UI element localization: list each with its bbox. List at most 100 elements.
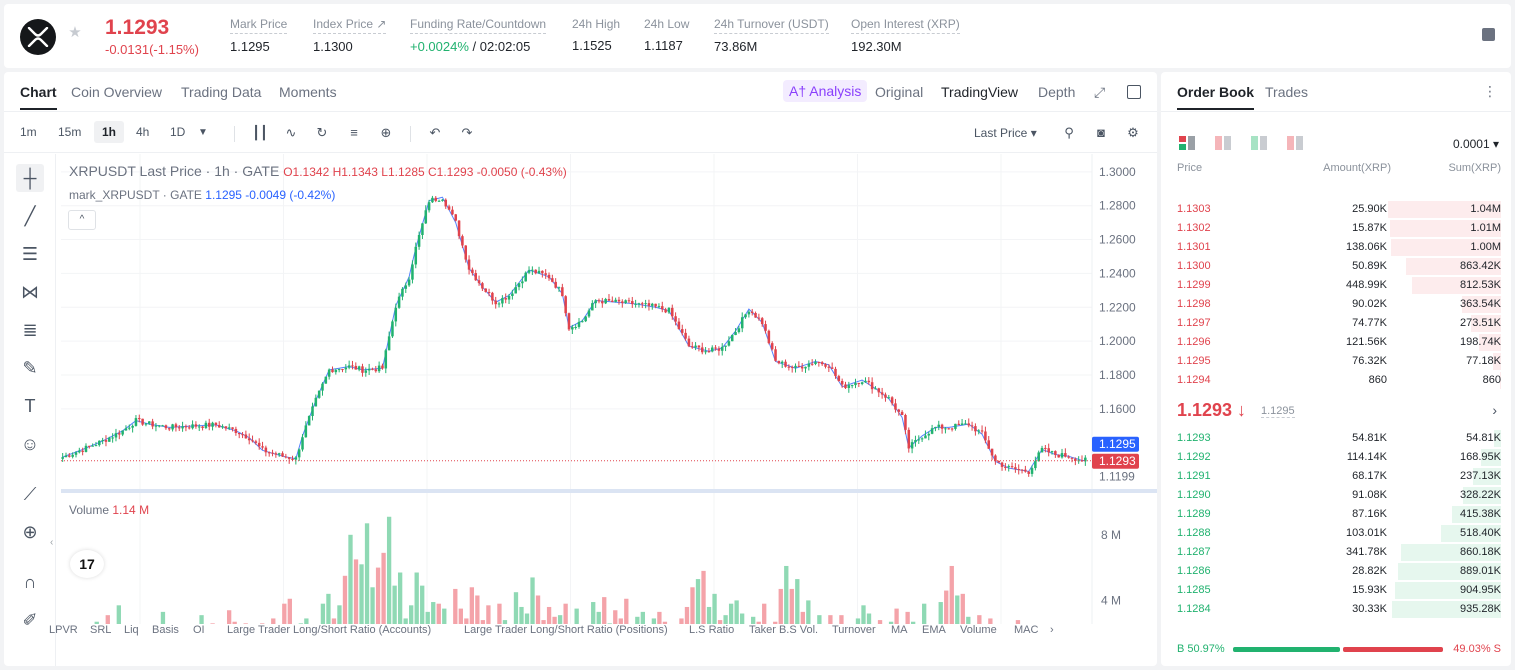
bid-sum: 415.38K <box>1460 508 1501 520</box>
ask-row[interactable]: 1.1294 860 860 <box>1161 371 1511 390</box>
gear-icon[interactable]: ⚙ <box>1127 125 1139 140</box>
book-both-icon[interactable] <box>1179 136 1195 150</box>
indicator-liq[interactable]: Liq <box>124 624 139 636</box>
trendline-icon[interactable]: ╱ <box>24 206 36 226</box>
indicator-turnover[interactable]: Turnover <box>832 624 876 636</box>
favorite-star-icon[interactable]: ★ <box>68 24 82 41</box>
candle-type-icon[interactable]: ┃┃ <box>252 125 268 140</box>
bid-row[interactable]: 1.1288 103.01K 518.40K <box>1161 524 1511 543</box>
magnet-icon[interactable]: ∩ <box>23 572 37 592</box>
fib-icon[interactable]: ≣ <box>22 320 38 340</box>
tab-order-book[interactable]: Order Book <box>1177 84 1255 110</box>
bid-depth-bar <box>1494 430 1501 447</box>
candle-body <box>1067 456 1070 458</box>
horizontal-lines-icon[interactable]: ☰ <box>21 244 39 264</box>
emoji-icon[interactable]: ☺ <box>20 434 40 454</box>
tab-moments[interactable]: Moments <box>279 84 337 100</box>
book-asks-icon[interactable] <box>1215 136 1231 150</box>
replay-icon[interactable]: ↻ <box>316 125 328 140</box>
zoom-in-icon[interactable]: ⊕ <box>22 522 38 542</box>
candle-body <box>654 303 657 307</box>
ask-row[interactable]: 1.1303 25.90K 1.04M <box>1161 200 1511 219</box>
search-icon[interactable]: ⚲ <box>1064 125 1074 140</box>
ask-row[interactable]: 1.1295 76.32K 77.18K <box>1161 352 1511 371</box>
window-icon[interactable] <box>1127 85 1141 99</box>
indicator-srl[interactable]: SRL <box>90 624 112 636</box>
more-vertical-icon[interactable]: ⋮ <box>1483 83 1497 99</box>
tab-coin-overview[interactable]: Coin Overview <box>71 84 163 100</box>
legend-collapse-button[interactable]: ^ <box>68 210 96 230</box>
view-depth[interactable]: Depth <box>1038 84 1076 100</box>
indicator-taker-vol[interactable]: Taker B.S Vol. <box>749 624 819 636</box>
tradingview-logo[interactable]: 17 <box>70 550 104 578</box>
bid-row[interactable]: 1.1286 28.82K 889.01K <box>1161 562 1511 581</box>
tf-4h[interactable]: 4h <box>136 125 150 139</box>
book-icon[interactable] <box>1482 28 1495 41</box>
chart-canvas[interactable]: 1.3000 1.2800 1.2600 1.2400 1.2200 1.2000 1.18… <box>4 154 1157 624</box>
bid-row[interactable]: 1.1287 341.78K 860.18K <box>1161 543 1511 562</box>
pencil-lock-icon[interactable]: ✐ <box>22 610 38 630</box>
text-tool-icon[interactable]: T <box>24 396 36 416</box>
indicator-basis[interactable]: Basis <box>152 624 179 636</box>
indicator-lpvr[interactable]: LPVR <box>49 624 78 636</box>
indicator-macd[interactable]: MACD <box>1014 624 1038 636</box>
book-compact-icon[interactable] <box>1287 136 1303 150</box>
view-tradingview[interactable]: TradingView <box>941 84 1019 100</box>
redo-icon[interactable]: ↷ <box>461 125 473 140</box>
crosshair-icon[interactable]: ┼ <box>16 164 44 192</box>
camera-icon[interactable]: ◙ <box>1097 125 1105 140</box>
index-price-label[interactable]: Index Price ↗ <box>313 17 387 34</box>
ask-row[interactable]: 1.1297 74.77K 273.51K <box>1161 314 1511 333</box>
ask-row[interactable]: 1.1302 15.87K 1.01M <box>1161 219 1511 238</box>
bid-row[interactable]: 1.1293 54.81K 54.81K <box>1161 429 1511 448</box>
pattern-icon[interactable]: ⋈ <box>21 282 39 302</box>
turnover-24h-label[interactable]: 24h Turnover (USDT) <box>714 17 829 34</box>
tab-trading-data[interactable]: Trading Data <box>181 84 262 100</box>
indicator-ma[interactable]: MA <box>891 624 908 636</box>
indicators-icon[interactable]: ∿ <box>285 125 297 140</box>
price-source-select[interactable]: Last Price ▾ <box>974 126 1037 140</box>
candle-body <box>274 453 278 455</box>
bid-row[interactable]: 1.1290 91.08K 328.22K <box>1161 486 1511 505</box>
precision-select[interactable]: 0.0001 ▾ <box>1452 137 1499 151</box>
ask-row[interactable]: 1.1301 138.06K 1.00M <box>1161 238 1511 257</box>
funding-rate-label[interactable]: Funding Rate/Countdown <box>410 17 547 34</box>
bid-row[interactable]: 1.1289 87.16K 415.38K <box>1161 505 1511 524</box>
bid-row[interactable]: 1.1285 15.93K 904.95K <box>1161 581 1511 600</box>
timeframe-dropdown-icon[interactable]: ▼ <box>198 127 208 138</box>
indicator-volume[interactable]: Volume <box>960 624 997 636</box>
bid-row[interactable]: 1.1292 114.14K 168.95K <box>1161 448 1511 467</box>
brush-icon[interactable]: ✎ <box>22 358 38 378</box>
tab-chart[interactable]: Chart <box>20 84 57 110</box>
indicator-ls-ratio[interactable]: L.S Ratio <box>689 624 735 636</box>
tf-15m[interactable]: 15m <box>58 125 82 139</box>
tf-1m[interactable]: 1m <box>20 125 37 139</box>
ask-row[interactable]: 1.1300 50.89K 863.42K <box>1161 257 1511 276</box>
collapse-toolbar-icon[interactable]: ‹ <box>50 537 54 548</box>
ruler-icon[interactable]: ⟋ <box>23 484 37 504</box>
tf-1d[interactable]: 1D <box>170 125 186 139</box>
bid-row[interactable]: 1.1291 68.17K 237.13K <box>1161 467 1511 486</box>
indicator-lt-positions[interactable]: Large Trader Long/Short Ratio (Positions… <box>464 624 668 636</box>
ask-row[interactable]: 1.1299 448.99K 812.53K <box>1161 276 1511 295</box>
open-interest-label[interactable]: Open Interest (XRP) <box>851 17 960 34</box>
indicator-lt-accounts[interactable]: Large Trader Long/Short Ratio (Accounts) <box>227 624 432 636</box>
template-icon[interactable]: ≡ <box>350 125 358 140</box>
indicator-oi[interactable]: OI <box>193 624 205 636</box>
add-plugin-icon[interactable]: ⊕ <box>380 125 392 140</box>
fullscreen-icon[interactable]: ⤢ <box>1094 84 1106 100</box>
view-original[interactable]: Original <box>875 84 924 100</box>
ask-row[interactable]: 1.1298 90.02K 363.54K <box>1161 295 1511 314</box>
indicator-ema[interactable]: EMA <box>922 624 946 636</box>
chevron-right-icon[interactable]: › <box>1050 624 1054 636</box>
bid-row[interactable]: 1.1284 30.33K 935.28K <box>1161 600 1511 619</box>
tf-1h[interactable]: 1h <box>94 121 125 143</box>
tab-trades[interactable]: Trades <box>1265 84 1309 100</box>
mark-price-label[interactable]: Mark Price <box>230 17 288 34</box>
book-bids-icon[interactable] <box>1251 136 1267 150</box>
chevron-right-icon[interactable]: › <box>1492 402 1497 418</box>
candle-body <box>551 278 554 282</box>
ai-analysis-button[interactable]: A† Analysis <box>783 80 868 102</box>
undo-icon[interactable]: ↶ <box>429 125 441 140</box>
ask-row[interactable]: 1.1296 121.56K 198.74K <box>1161 333 1511 352</box>
